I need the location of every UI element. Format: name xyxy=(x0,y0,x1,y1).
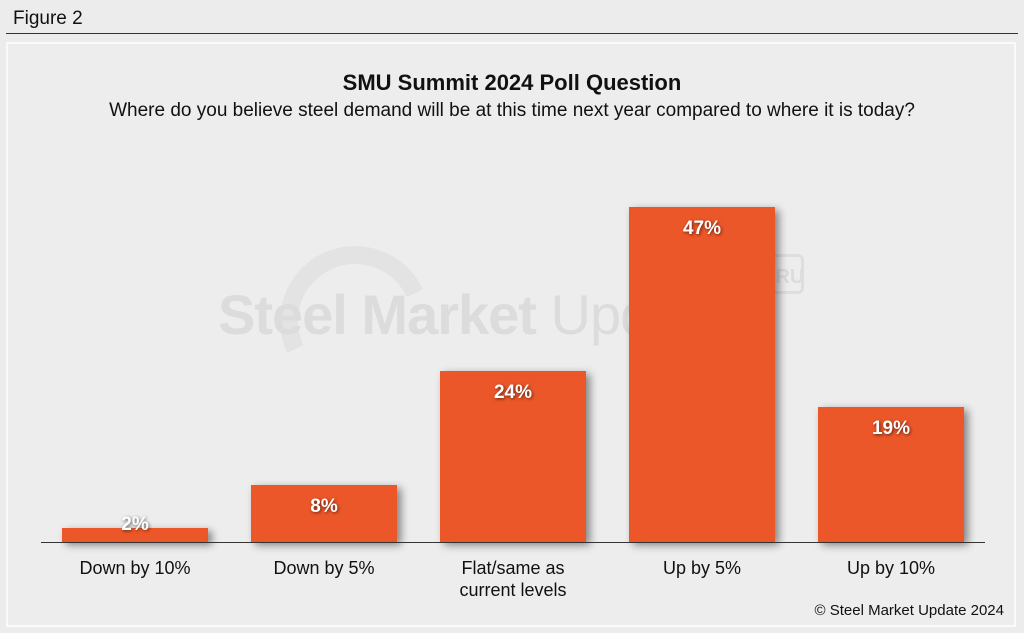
figure-label: Figure 2 xyxy=(13,8,83,29)
data-label: 24% xyxy=(493,381,533,403)
category-label: Up by 5% xyxy=(662,558,742,578)
data-label: 47% xyxy=(682,218,722,239)
x-axis-line xyxy=(41,542,985,543)
bar-0 xyxy=(62,527,208,542)
chart-title: SMU Summit 2024 Poll Question xyxy=(342,70,682,95)
data-label: 8% xyxy=(310,495,338,517)
category-label: Up by 10% xyxy=(846,558,936,578)
bar-4 xyxy=(818,406,964,542)
chart-subtitle: Where do you believe steel demand will b… xyxy=(109,100,915,121)
bar-3 xyxy=(629,207,775,542)
data-label: 19% xyxy=(871,417,911,439)
copyright: © Steel Market Update 2024 xyxy=(814,602,1005,619)
category-label: Down by 5% xyxy=(273,558,375,578)
bar-2 xyxy=(440,370,586,542)
category-label: Flat/same as current levels xyxy=(459,558,567,600)
data-label: 2% xyxy=(121,513,149,535)
header-divider xyxy=(6,33,1018,34)
bar-1 xyxy=(251,484,397,542)
category-label: Down by 10% xyxy=(79,558,191,578)
